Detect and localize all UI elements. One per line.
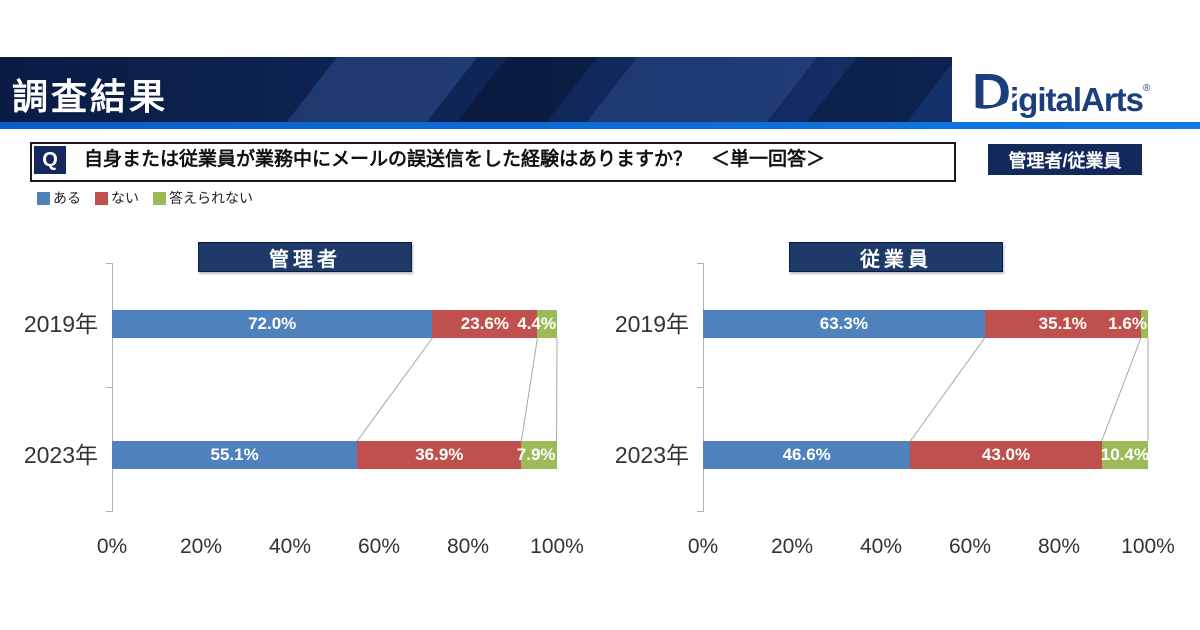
bar-segment: 4.4% <box>517 310 557 338</box>
logo-swoosh-icon <box>967 91 1021 113</box>
series-connector-lines <box>356 337 558 442</box>
bar-value-label: 63.3% <box>819 314 868 333</box>
x-axis-tick-label: 60% <box>948 535 992 558</box>
legend-label: ある <box>53 190 81 206</box>
chart-title-managers: 管理者 <box>198 242 412 272</box>
banner-decor <box>274 57 486 122</box>
series-connector-lines <box>909 337 1149 442</box>
legend-swatch-blue <box>37 191 50 205</box>
chart-title-employees: 従業員 <box>789 242 1003 272</box>
connector-line <box>356 337 433 442</box>
x-axis-tick-label: 0% <box>96 535 128 558</box>
banner-decor <box>794 57 952 122</box>
legend-item-kotaerarenai: 答えられない <box>153 188 253 208</box>
bar-segment: 46.6% <box>703 441 911 469</box>
category-axis-line <box>112 263 113 512</box>
bar-value-label: 46.6% <box>782 445 831 464</box>
x-axis-tick-label: 100% <box>530 535 584 558</box>
bar-value-label: 23.6% <box>460 314 509 333</box>
bar-segment: 36.9% <box>357 441 522 469</box>
respondent-badge: 管理者/従業員 <box>988 144 1142 175</box>
page-title: 調査結果 <box>12 76 169 117</box>
header-navy-band: 調査結果 <box>0 57 952 122</box>
axis-tick <box>697 511 703 512</box>
question-text: 自身または従業員が業務中にメールの誤送信をした経験はありますか？ ＜単一回答＞ <box>84 149 826 170</box>
question-q-icon: Q <box>34 146 66 174</box>
digital-arts-logo: DigitalArts® <box>967 63 1196 123</box>
bar-value-label: 4.4% <box>517 314 556 333</box>
legend-item-nai: ない <box>95 188 139 208</box>
connector-line <box>909 337 986 442</box>
bar-value-label: 43.0% <box>981 445 1031 464</box>
axis-tick <box>697 263 703 264</box>
x-axis-tick-label: 100% <box>1121 535 1175 558</box>
bar-segment: 63.3% <box>703 310 985 338</box>
x-axis-tick-label: 40% <box>268 535 312 558</box>
bar-value-label: 7.9% <box>516 445 556 464</box>
bar-segment: 72.0% <box>112 310 433 338</box>
logo-text: DigitalArts <box>972 63 1144 123</box>
chart-employees: 従業員 2019年 63.3% 35.1% 1.6% 2023年 46.6% 43.0% 10… <box>591 240 1176 580</box>
legend-label: ない <box>111 190 139 206</box>
axis-tick <box>106 387 112 388</box>
axis-tick <box>106 263 112 264</box>
x-axis-tick-label: 80% <box>446 535 490 558</box>
axis-tick <box>697 387 703 388</box>
category-axis-line <box>703 263 704 512</box>
legend-label: 答えられない <box>169 190 253 206</box>
bar-value-label: 55.1% <box>210 445 259 464</box>
x-axis-tick-label: 60% <box>357 535 401 558</box>
bar-segment: 23.6% <box>432 310 538 338</box>
connector-line <box>520 337 538 442</box>
year-label: 2019年 <box>614 311 689 337</box>
bar-segment: 7.9% <box>517 441 557 469</box>
year-label: 2023年 <box>23 442 98 468</box>
banner-decor <box>574 57 826 122</box>
logo-registered-mark: ® <box>1143 83 1151 94</box>
stacked-bar: 55.1% 36.9% 7.9% <box>112 441 557 469</box>
x-axis-tick-label: 20% <box>770 535 814 558</box>
x-axis-tick-label: 0% <box>687 535 719 558</box>
legend: ある ない 答えられない <box>37 188 253 208</box>
axis-tick <box>106 511 112 512</box>
bar-value-label: 72.0% <box>248 314 297 333</box>
bar-segment: 1.6% <box>1108 310 1148 338</box>
question-box: Q 自身または従業員が業務中にメールの誤送信をした経験はありますか？ ＜単一回答… <box>30 142 956 182</box>
bar-segment: 10.4% <box>1100 441 1149 469</box>
legend-swatch-red <box>95 191 108 205</box>
legend-swatch-green <box>153 191 166 205</box>
year-label: 2023年 <box>614 442 689 468</box>
bar-value-label: 10.4% <box>1100 445 1149 464</box>
bar-value-label: 1.6% <box>1108 314 1147 333</box>
stacked-bar: 72.0% 23.6% 4.4% <box>112 310 557 338</box>
stacked-bar: 63.3% 35.1% 1.6% <box>703 310 1148 338</box>
bar-value-label: 35.1% <box>1038 314 1087 333</box>
bar-value-label: 36.9% <box>415 445 464 464</box>
x-axis-tick-label: 40% <box>859 535 903 558</box>
bar-segment: 43.0% <box>910 441 1102 469</box>
stacked-bar: 46.6% 43.0% 10.4% <box>703 441 1149 469</box>
year-label: 2019年 <box>23 311 98 337</box>
connector-line <box>1101 337 1142 442</box>
bar-segment: 55.1% <box>112 441 358 469</box>
header-accent-line <box>0 122 1200 129</box>
x-axis-tick-label: 80% <box>1037 535 1081 558</box>
bar-segment: 35.1% <box>984 310 1141 338</box>
legend-item-aru: ある <box>37 188 81 208</box>
x-axis-tick-label: 20% <box>179 535 223 558</box>
chart-managers: 管理者 2019年 72.0% 23.6% 4.4% 2023年 55.1% 36.9% 7.… <box>0 240 585 580</box>
